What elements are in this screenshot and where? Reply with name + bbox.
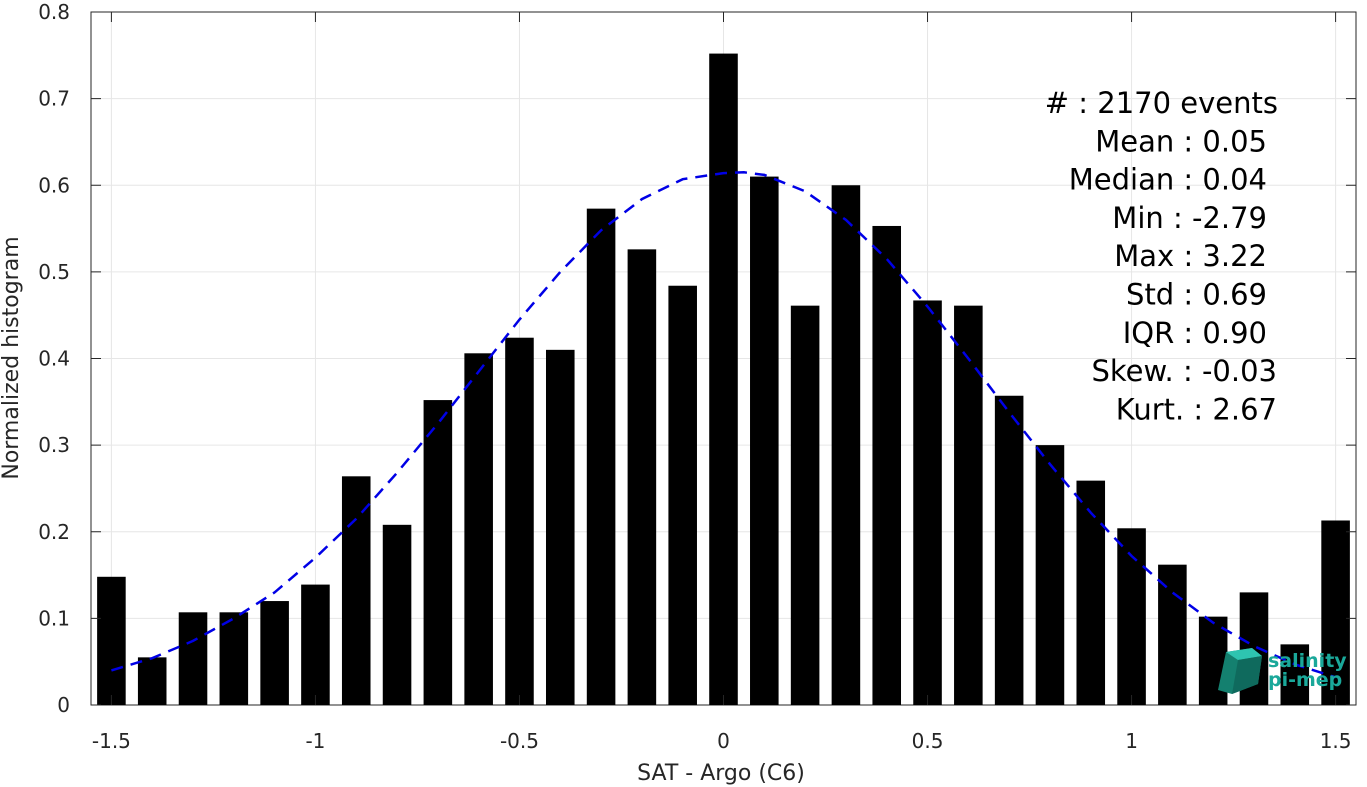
x-tick-label: 0 — [717, 729, 730, 753]
stat-line: # : 2170 events — [1045, 86, 1278, 120]
histogram-bar — [1198, 616, 1228, 705]
histogram-bar — [709, 53, 738, 705]
stat-line: IQR : 0.90 — [1123, 316, 1267, 350]
histogram-bar — [790, 305, 820, 705]
y-tick-label: 0.7 — [38, 87, 70, 111]
x-axis-ticks: -1.5 -1 -0.5 0 0.5 1 1.5 — [92, 12, 1352, 753]
x-axis-title: SAT - Argo (C6) — [637, 761, 805, 786]
histogram-bar — [1035, 445, 1065, 705]
histogram-bar — [1117, 528, 1146, 705]
histogram-bar — [994, 395, 1024, 705]
histogram-bar — [464, 353, 493, 705]
stat-line: Std : 0.69 — [1126, 278, 1267, 312]
stat-line: Min : -2.79 — [1112, 201, 1267, 235]
y-tick-label: 0.3 — [38, 433, 70, 457]
x-tick-label: 0.5 — [912, 729, 944, 753]
y-tick-label: 0 — [57, 693, 70, 717]
statistics-annotation: # : 2170 events Mean : 0.05 Median : 0.04 M… — [1045, 86, 1278, 426]
stat-line: Mean : 0.05 — [1095, 124, 1267, 158]
salinity-pimep-logo: salinity pi-mep — [1218, 648, 1347, 694]
stat-line: Median : 0.04 — [1069, 163, 1267, 197]
histogram-bar — [341, 476, 371, 705]
histogram-bar — [545, 349, 575, 705]
y-tick-label: 0.6 — [38, 173, 70, 197]
x-tick-label: -1.5 — [92, 729, 131, 753]
histogram-bar — [586, 208, 616, 706]
histogram-bar — [1158, 564, 1187, 705]
histogram-bar — [505, 337, 534, 705]
histogram-bar — [913, 300, 942, 705]
x-tick-label: 1 — [1125, 729, 1138, 753]
histogram-bar — [382, 524, 412, 705]
logo-text-pimep: pi-mep — [1268, 669, 1342, 691]
histogram-bar — [1321, 520, 1350, 705]
histogram-bar — [1280, 644, 1310, 705]
x-tick-label: -0.5 — [500, 729, 539, 753]
stat-line: Max : 3.22 — [1114, 239, 1267, 273]
histogram-bar — [219, 612, 249, 705]
y-tick-label: 0.1 — [38, 606, 70, 630]
histogram-bar — [260, 601, 289, 705]
histogram-bar — [1076, 480, 1106, 705]
histogram-bar — [831, 185, 861, 705]
stat-line: Skew. : -0.03 — [1091, 354, 1277, 388]
x-tick-label: -1 — [305, 729, 325, 753]
histogram-bar — [872, 225, 902, 705]
stat-line: Kurt. : 2.67 — [1116, 392, 1277, 426]
histogram-bar — [750, 176, 779, 705]
x-tick-label: 1.5 — [1320, 729, 1352, 753]
y-tick-label: 0.5 — [38, 260, 70, 284]
logo-text-salinity: salinity — [1268, 650, 1347, 672]
histogram-bar — [97, 576, 126, 705]
bars — [97, 53, 1350, 706]
histogram-bar — [954, 305, 983, 705]
histogram-bar — [178, 612, 208, 705]
y-tick-label: 0.2 — [38, 520, 70, 544]
y-tick-label: 0.4 — [38, 347, 70, 371]
histogram-bar — [137, 657, 167, 705]
gaussian-fit-curve — [111, 171, 1336, 679]
histogram-bar — [423, 400, 453, 705]
y-axis-ticks: 0 0.1 0.2 0.3 0.4 0.5 0.6 0.7 0.8 — [38, 0, 1356, 717]
histogram-bar — [627, 249, 657, 706]
y-axis-title: Normalized histogram — [0, 236, 24, 479]
histogram-bar — [668, 285, 697, 705]
histogram-bar — [301, 584, 330, 705]
y-tick-label: 0.8 — [38, 0, 70, 24]
